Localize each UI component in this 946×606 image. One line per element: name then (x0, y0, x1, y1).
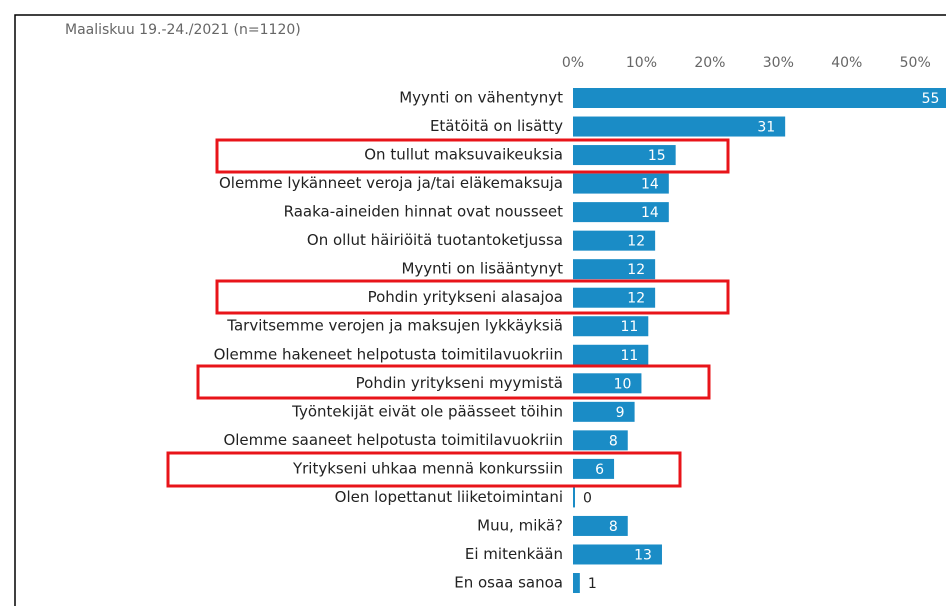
value-label: 10 (614, 376, 632, 392)
bar (573, 344, 649, 365)
category-label: Muu, mikä? (477, 516, 563, 534)
value-label: 14 (641, 177, 659, 193)
category-label: En osaa sanoa (454, 574, 563, 592)
bar (573, 373, 642, 394)
value-label: 9 (616, 405, 625, 421)
x-tick-label: 40% (831, 55, 862, 71)
bar (573, 259, 656, 280)
category-label: Etätöitä on lisätty (430, 117, 563, 135)
category-label: Pohdin yritykseni myymistä (356, 374, 563, 392)
category-label: Ei mitenkään (465, 545, 563, 563)
bar (573, 515, 628, 536)
value-label: 12 (627, 291, 645, 307)
bar (573, 487, 575, 508)
category-label: Olemme hakeneet helpotusta toimitilavuok… (214, 345, 563, 363)
value-label: 11 (620, 348, 638, 364)
category-label: Työntekijät eivät ole päässeet töihin (291, 402, 563, 420)
value-label: 12 (627, 262, 645, 278)
highlight-box (166, 451, 682, 488)
highlights (166, 138, 730, 488)
bar (573, 573, 580, 594)
x-tick-label: 20% (694, 55, 725, 71)
value-label: 11 (620, 319, 638, 335)
bar (573, 230, 656, 251)
value-label: 15 (648, 148, 666, 164)
bar (573, 287, 656, 308)
category-label: Olen lopettanut liiketoimintani (335, 488, 563, 506)
value-label: 13 (634, 547, 652, 563)
x-tick-label: 10% (626, 55, 657, 71)
value-label: 8 (609, 433, 618, 449)
value-label: 8 (609, 519, 618, 535)
bar (573, 116, 786, 137)
value-label: 0 (583, 490, 592, 506)
highlight-box (215, 279, 730, 315)
plot: 0% 10% 20% 30% 40% 50% Myynti on vähentynyt 55 E… (214, 55, 946, 594)
category-label: Myynti on vähentynyt (399, 89, 563, 107)
highlight-box (215, 138, 730, 174)
bar (573, 544, 662, 565)
bar (573, 88, 946, 108)
category-label: Olemme saaneet helpotusta toimitilavuokr… (223, 431, 563, 449)
bar (573, 458, 615, 479)
category-label: Olemme lykänneet veroja ja/tai eläkemaks… (219, 174, 563, 192)
frame (14, 14, 946, 606)
x-tick-label: 0% (562, 55, 584, 71)
category-label: Raaka-aineiden hinnat ovat nousseet (284, 203, 563, 221)
value-label: 1 (588, 576, 597, 592)
bar (573, 401, 635, 422)
chart-subtitle: Maaliskuu 19.-24./2021 (n=1120) (65, 22, 301, 38)
value-label: 6 (595, 462, 604, 478)
category-label: Myynti on lisääntynyt (401, 260, 563, 278)
value-label: 14 (641, 205, 659, 221)
bar (573, 173, 669, 194)
category-label: Yritykseni uhkaa mennä konkurssiin (292, 459, 563, 477)
bar (573, 145, 676, 166)
category-label: On tullut maksuvaikeuksia (364, 146, 563, 164)
category-label: Tarvitsemme verojen ja maksujen lykkäyks… (226, 317, 563, 335)
bar (573, 430, 628, 451)
x-tick-label: 50% (900, 55, 931, 71)
bar (573, 202, 669, 223)
value-label: 55 (922, 91, 940, 107)
bar (573, 316, 649, 337)
value-label: 12 (627, 234, 645, 250)
category-label: On ollut häiriöitä tuotantoketjussa (307, 231, 563, 249)
highlight-box (196, 364, 711, 400)
value-label: 31 (757, 120, 775, 136)
category-label: Pohdin yritykseni alasajoa (368, 288, 563, 306)
x-tick-label: 30% (763, 55, 794, 71)
